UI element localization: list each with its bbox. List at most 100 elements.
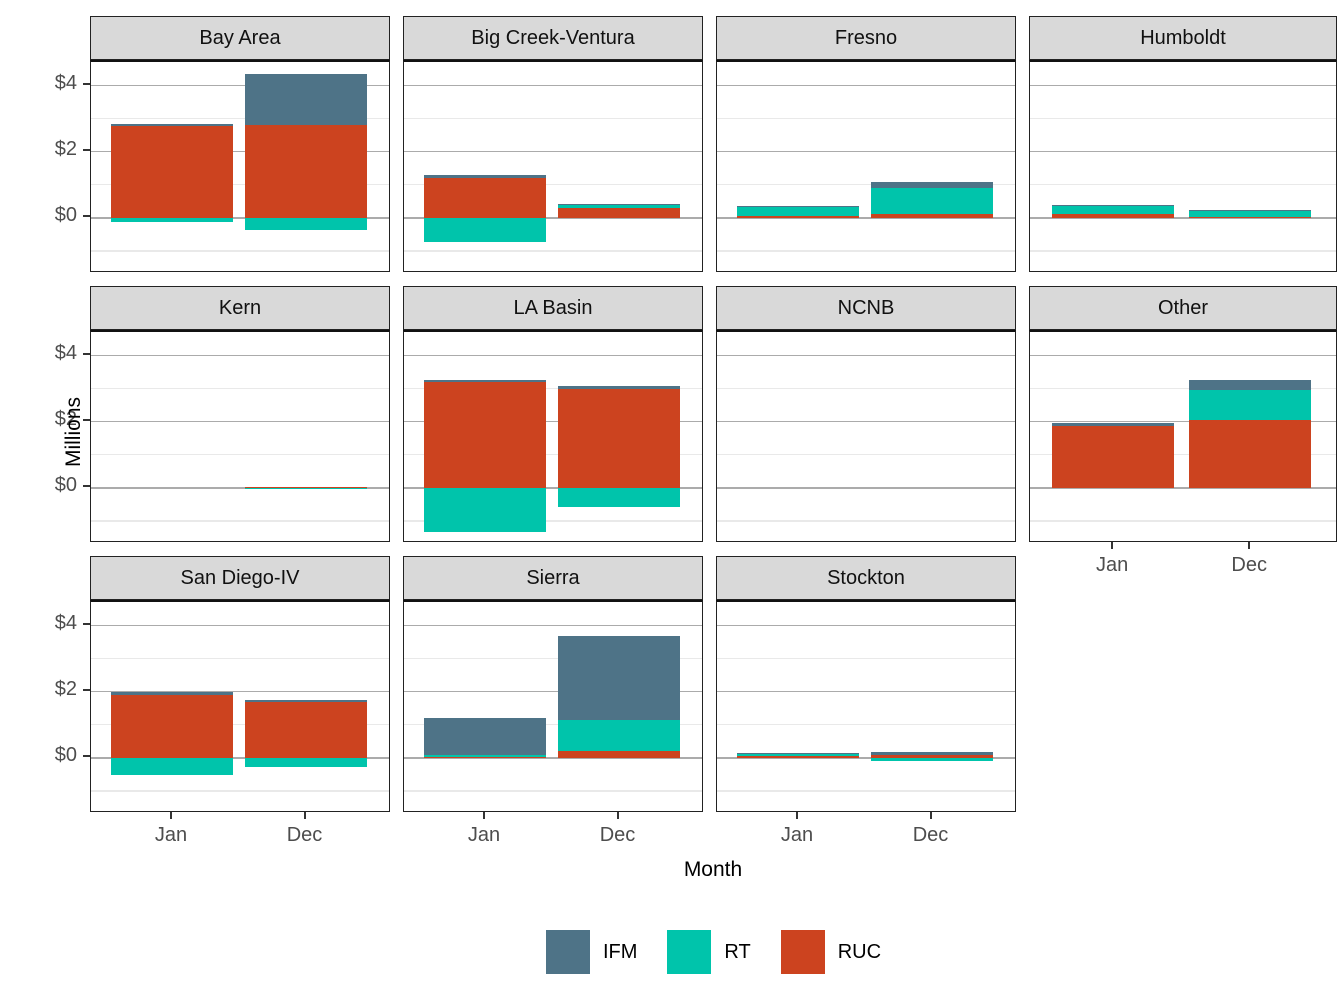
bar-fresno-dec-ruc [870,213,993,218]
gridline-minor [1030,454,1336,456]
x-tick-label-dec: Dec [1231,554,1267,576]
gridline-major [1030,217,1336,219]
facet-title-other: Other [1157,296,1209,319]
facet-panel-other [1029,330,1337,542]
facet-title-sierra: Sierra [526,566,580,589]
bar-fresno-dec-ifm [870,182,993,189]
legend: IFM RT RUC [90,930,1337,974]
gridline-major [1030,487,1336,489]
gridline-major [717,217,1015,219]
x-tick-label-dec: Dec [599,824,636,846]
y-tick-label: $4 [54,71,77,94]
facet-strip-other: Other [1029,286,1337,330]
gridline-major [1030,421,1336,423]
y-tick-label: $4 [54,341,77,364]
bar-la-basin-jan-rt [424,487,546,533]
bar-other-dec-ifm [1189,379,1312,391]
y-tick-mark [83,148,90,151]
gridline-major [717,355,1015,357]
bar-san-diego-iv-jan-rt [111,757,233,776]
x-tick-mark [616,812,619,819]
bar-stockton-dec-ruc [870,754,993,758]
gridline-minor [1030,388,1336,390]
gridline-minor [1030,250,1336,252]
bar-bay-area-dec-rt [244,217,367,231]
y-tick-label: $2 [54,677,77,700]
gridline-major [404,421,702,423]
gridline-minor [91,118,389,120]
gridline-major [717,691,1015,693]
x-tick-mark [170,812,172,819]
y-tick-mark [83,214,90,217]
gridline-minor [404,520,702,522]
y-tick-label: $2 [54,407,77,430]
facet-strip-humboldt: Humboldt [1029,16,1337,60]
gridline-minor [91,790,389,792]
bar-other-dec-rt [1189,390,1312,421]
bar-humboldt-jan-rt [1052,205,1175,215]
gridline-minor [717,658,1015,660]
legend-label-rt: RT [724,940,751,963]
facet-title-la-basin: LA Basin [513,296,593,319]
x-tick-label-dec: Dec [912,824,949,846]
gridline-major [91,355,389,357]
gridline-major [404,151,702,153]
gridline-minor [91,184,389,186]
gridline-minor [717,520,1015,522]
bar-la-basin-jan-ifm [424,380,546,383]
bar-san-diego-iv-jan-ruc [111,695,233,758]
facet-panel-san-diego-iv [90,600,390,812]
gridline-minor [91,250,389,252]
bar-bay-area-jan-ifm [111,123,233,127]
y-tick-mark [83,484,90,487]
bar-la-basin-dec-ifm [557,386,680,389]
gridline-minor [404,184,702,186]
gridline-major [717,151,1015,153]
facet-strip-stockton: Stockton [716,556,1016,600]
facet-title-san-diego-iv: San Diego-IV [180,566,300,589]
x-tick-mark [1111,542,1114,549]
bar-la-basin-dec-rt [557,487,680,507]
gridline-minor [91,658,389,660]
gridline-major [404,85,702,87]
facet-panel-humboldt [1029,60,1337,272]
x-tick-mark [303,812,306,819]
y-axis-title: Millions [62,397,85,468]
bar-stockton-jan-rt [737,753,859,756]
bar-other-jan-ifm [1052,423,1175,426]
bar-san-diego-iv-jan-ifm [111,691,233,696]
gridline-major [404,691,702,693]
gridline-minor [404,454,702,456]
gridline-minor [404,388,702,390]
facet-panel-big-creek-ventura [403,60,703,272]
facet-panel-ncnb [716,330,1016,542]
bar-bay-area-jan-ruc [111,126,233,218]
facet-panel-fresno [716,60,1016,272]
gridline-minor [91,724,389,726]
y-tick-label: $0 [54,743,77,766]
gridline-major [1030,151,1336,153]
y-tick-mark [83,418,90,421]
facet-title-stockton: Stockton [827,566,905,589]
gridline-major [91,85,389,87]
legend-item-rt: RT [667,930,751,974]
legend-label-ifm: IFM [602,940,638,963]
facet-panel-sierra [403,600,703,812]
facet-strip-san-diego-iv: San Diego-IV [90,556,390,600]
gridline-minor [717,724,1015,726]
facet-strip-bay-area: Bay Area [90,16,390,60]
x-tick-label-dec: Dec [286,824,323,846]
bar-stockton-dec-ifm [870,751,993,755]
gridline-minor [717,118,1015,120]
gridline-major [717,757,1015,759]
facet-strip-kern: Kern [90,286,390,330]
bar-san-diego-iv-dec-rt [244,757,367,767]
bar-stockton-jan-ruc [737,755,859,758]
bar-san-diego-iv-dec-ruc [244,701,367,758]
ifm-color-swatch [545,930,590,974]
y-tick-mark [83,622,90,625]
gridline-minor [717,184,1015,186]
y-tick-mark [83,754,90,757]
y-tick-label: $0 [54,203,77,226]
gridline-major [717,85,1015,87]
